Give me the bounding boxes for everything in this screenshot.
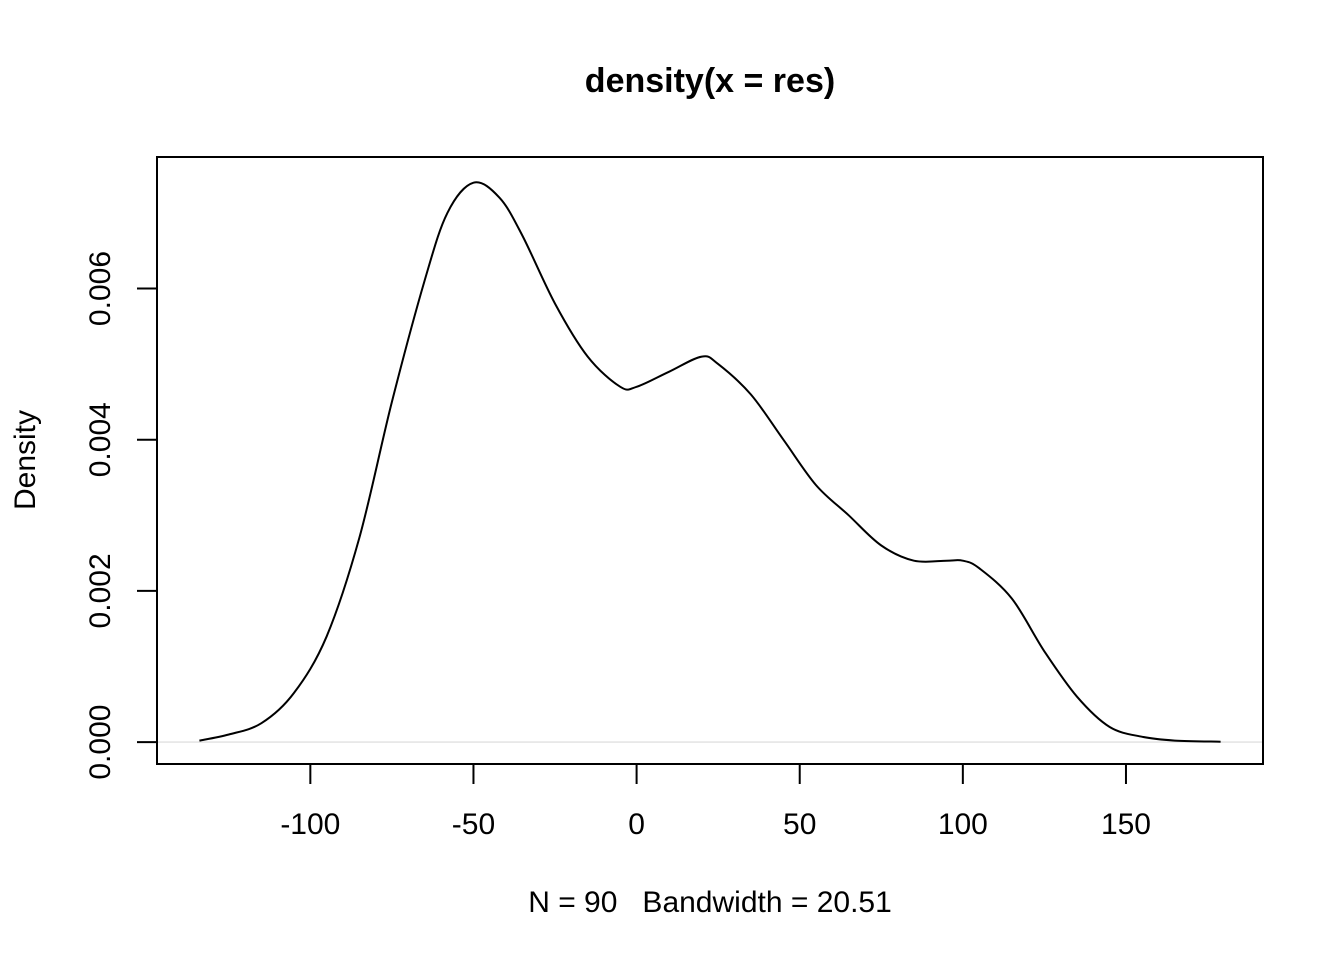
x-axis-label: N = 90 Bandwidth = 20.51 (528, 886, 892, 919)
x-tick-label: 100 (938, 808, 988, 841)
y-axis: 0.000 0.002 0.004 0.006 (84, 251, 158, 780)
y-tick-label: 0.004 (84, 402, 117, 477)
x-tick-label: -50 (452, 808, 495, 841)
y-axis-label: Density (9, 410, 42, 510)
x-tick-label: -100 (280, 808, 340, 841)
plot-frame (156, 156, 1264, 765)
x-tick-label: 150 (1101, 808, 1151, 841)
x-axis: -100 -50 0 50 100 150 (280, 763, 1151, 841)
x-tick-label: 0 (628, 808, 645, 841)
y-tick-label: 0.002 (84, 553, 117, 628)
x-tick-label: 50 (783, 808, 816, 841)
y-tick-label: 0.000 (84, 705, 117, 780)
chart-title: density(x = res) (585, 62, 835, 100)
y-tick-label: 0.006 (84, 251, 117, 326)
density-curve (199, 181, 1221, 743)
